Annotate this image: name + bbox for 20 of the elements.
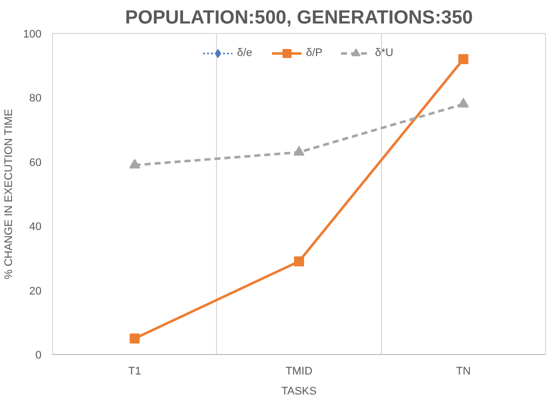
point xyxy=(294,146,304,156)
x-tick-label: TMID xyxy=(286,366,312,378)
y-tick-label: 0 xyxy=(35,350,42,362)
point xyxy=(130,333,140,344)
legend-label: δ*U xyxy=(375,47,394,59)
y-tick-label: 100 xyxy=(23,28,42,40)
point xyxy=(129,158,140,168)
y-tick-label: 20 xyxy=(29,285,42,298)
y-tick-label: 40 xyxy=(29,221,42,234)
y-tick-label: 60 xyxy=(29,156,42,169)
legend-label: δ/e xyxy=(237,47,254,59)
point xyxy=(458,98,469,108)
x-tick-label: TN xyxy=(456,366,471,378)
point xyxy=(294,256,304,266)
x-tick-label: T1 xyxy=(128,366,142,378)
legend-label: δ/P xyxy=(306,47,324,59)
chart-title: POPULATION:500, GENERATIONS:350 xyxy=(125,8,473,28)
y-tick-label: 80 xyxy=(29,92,42,105)
y-axis-title: % CHANGE IN EXECUTION TIME xyxy=(3,108,16,280)
x-axis-title: TASKS xyxy=(281,386,317,398)
